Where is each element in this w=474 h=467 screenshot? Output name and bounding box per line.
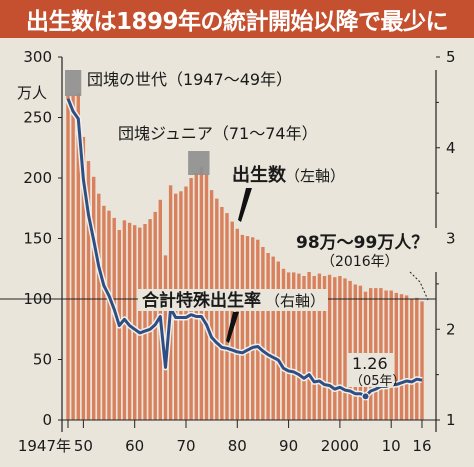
births-bar: [302, 276, 306, 420]
births-bar: [404, 295, 409, 420]
births-bar: [353, 284, 357, 420]
x-tick-label: 70: [176, 437, 195, 455]
left-tick-label: 150: [23, 230, 52, 248]
x-tick-label: 1947年: [18, 437, 71, 455]
left-tick-label: 200: [23, 169, 52, 187]
right-tick-label: 1: [446, 411, 456, 429]
annotations: 団塊の世代（1947〜49年） 団塊ジュニア（71〜74年） 出生数 （左軸） 98万〜…: [84, 68, 440, 389]
right-tick-label: 3: [446, 230, 456, 248]
births-bar: [240, 234, 245, 420]
births-label-bg: [228, 162, 356, 186]
births-bar: [333, 277, 337, 420]
births-bar: [97, 193, 101, 420]
left-tick-label: 100: [23, 290, 52, 308]
births-bar: [317, 273, 322, 420]
births-bar: [286, 272, 291, 420]
estimate-label: 98万〜99万人？: [296, 233, 428, 253]
boom-highlights: [65, 70, 210, 175]
births-bar: [92, 176, 96, 420]
births-bar: [292, 272, 296, 420]
births-bar: [225, 213, 229, 420]
estimate-year-label: （2016年）: [321, 254, 399, 270]
births-bar: [394, 292, 398, 420]
min-value-label: 1.26: [352, 354, 388, 373]
births-bar: [102, 205, 106, 420]
births-bar: [343, 278, 347, 420]
tfr-min-point: [361, 392, 370, 401]
births-bar: [410, 299, 414, 420]
births-bar: [251, 237, 255, 420]
x-tick-label: 16: [412, 437, 431, 455]
births-bar: [327, 274, 332, 420]
births-pointer: [238, 188, 252, 222]
births-bar: [148, 219, 152, 420]
boom2-label-bg: [116, 122, 302, 144]
boom2-label: 団塊ジュニア（71〜74年）: [118, 124, 318, 143]
x-tick-label: 2000: [321, 437, 359, 455]
right-tick-label: 2: [446, 320, 456, 338]
births-bar: [133, 225, 137, 420]
left-tick-label: 50: [33, 351, 52, 369]
births-bar: [261, 247, 265, 420]
births-bar: [358, 285, 363, 420]
tfr-axis-note: （右軸）: [265, 292, 325, 310]
estimate-pointer: [409, 271, 429, 301]
boom1-label-bg: [84, 68, 304, 90]
births-bar: [322, 276, 327, 420]
births-bar: [420, 301, 424, 420]
births-bar: [71, 95, 75, 420]
births-bar: [307, 270, 311, 420]
births-bar: [138, 227, 142, 420]
boom1-highlight: [65, 70, 82, 96]
births-bar: [143, 224, 147, 420]
births-bar: [66, 95, 70, 420]
left-tick-label: 250: [23, 109, 52, 127]
births-bar: [235, 228, 239, 420]
births-bar: [256, 239, 260, 420]
births-bar: [86, 161, 91, 420]
estimate-label-bg: [292, 228, 440, 272]
births-bar: [415, 297, 419, 420]
births-bar: [266, 253, 270, 420]
x-tick-label: 60: [125, 437, 144, 455]
births-bar: [338, 276, 342, 420]
births-bar: [76, 93, 80, 421]
tfr-label-bg: [138, 289, 328, 311]
left-axis-unit: 万人: [17, 84, 47, 102]
births-bar: [276, 261, 280, 420]
births-bar: [107, 210, 111, 420]
births-label: 出生数: [232, 164, 287, 186]
x-tick-label: 90: [279, 437, 298, 455]
births-bar: [297, 273, 301, 420]
boom2-highlight: [188, 151, 210, 175]
births-bar: [399, 294, 404, 420]
min-label-bg: [348, 353, 394, 387]
chart-title: 出生数は1899年の統計開始以降で最少に: [25, 9, 449, 35]
births-bar: [312, 276, 316, 420]
x-tick-label: 10: [382, 437, 401, 455]
left-tick-label: 300: [23, 48, 52, 66]
right-tick-label: 4: [446, 139, 456, 157]
births-bar: [245, 236, 250, 420]
x-tick-label: 50: [74, 437, 93, 455]
title-bar: 出生数は1899年の統計開始以降で最少に: [0, 0, 474, 38]
births-bar: [220, 207, 224, 420]
right-tick-label: 5: [446, 48, 456, 66]
births-axis-note: （左軸）: [285, 167, 345, 185]
left-tick-label: 0: [42, 411, 52, 429]
x-tick-label: 80: [228, 437, 247, 455]
boom1-label: 団塊の世代（1947〜49年）: [87, 70, 292, 89]
births-bar: [271, 256, 275, 420]
min-year-label: （05年）: [350, 374, 406, 389]
births-bar: [281, 268, 286, 421]
births-bar: [81, 136, 86, 420]
births-bar: [348, 280, 352, 420]
births-bar: [153, 211, 157, 420]
tfr-pointer: [226, 312, 239, 343]
tfr-line-group: [65, 97, 423, 401]
tfr-label: 合計特殊出生率: [142, 290, 261, 311]
